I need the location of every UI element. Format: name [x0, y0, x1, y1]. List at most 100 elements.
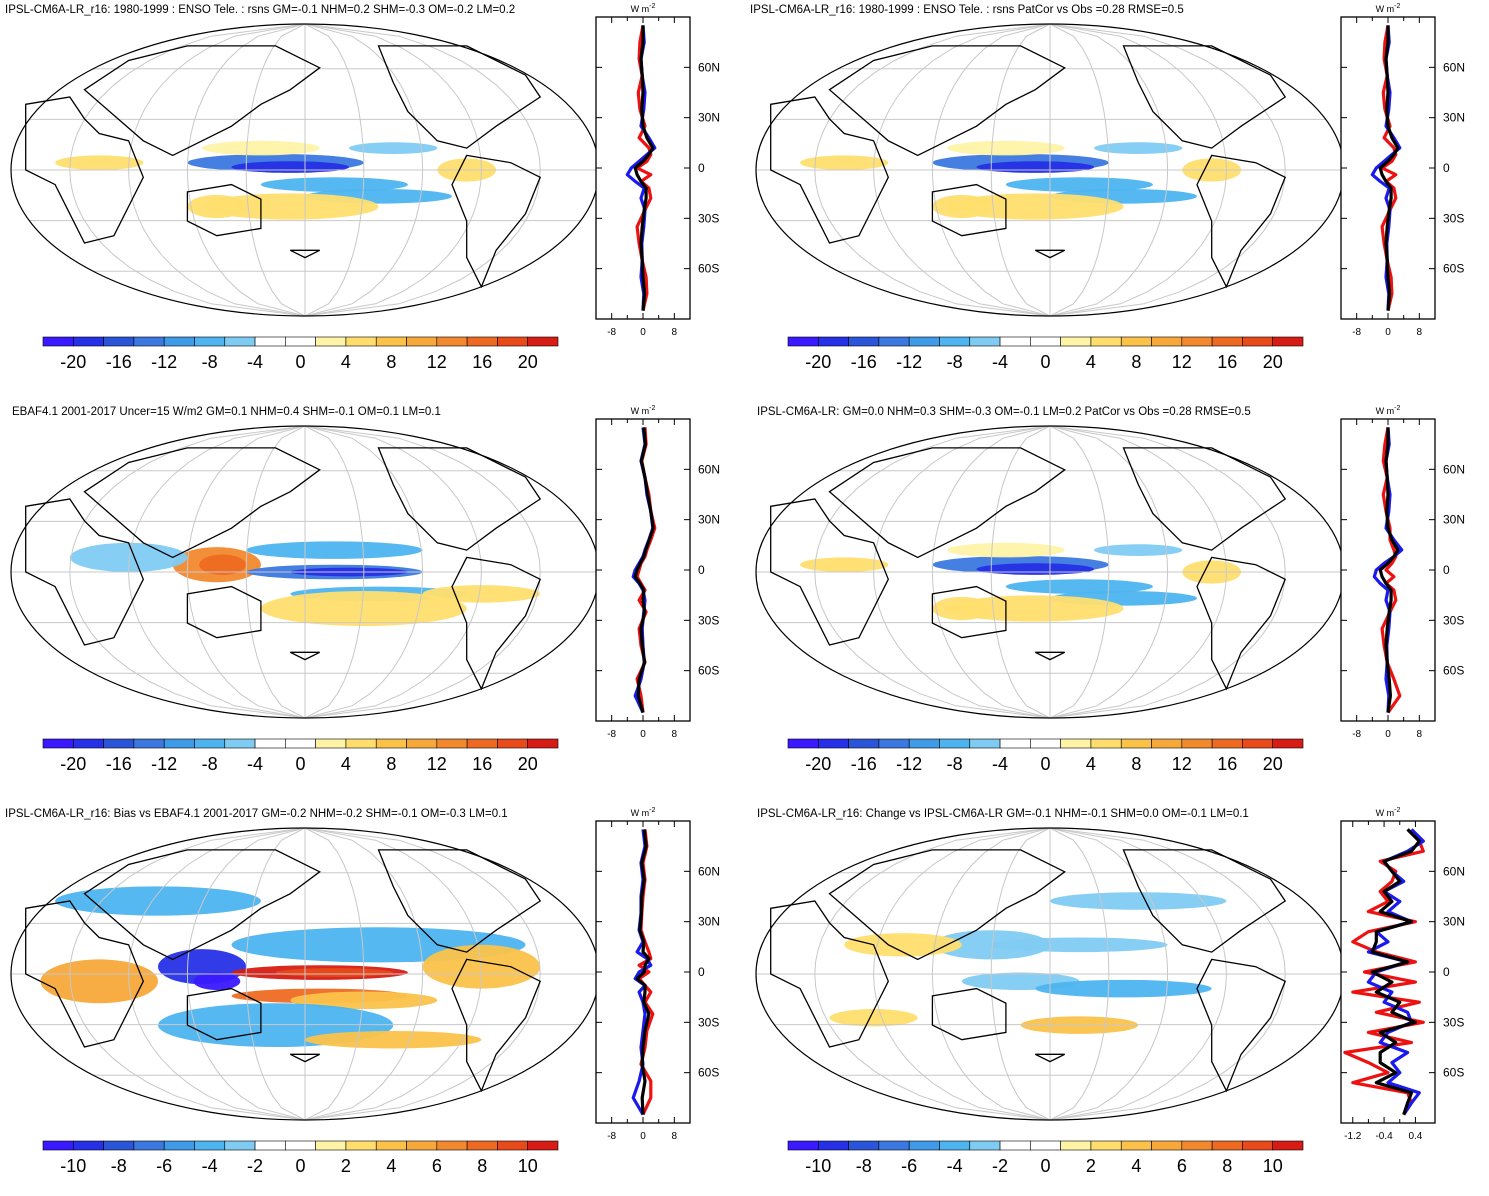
colorbar-tick-label: 8: [386, 754, 396, 774]
anomaly-patch: [422, 585, 541, 603]
colorbar-tick-label: 0: [1040, 1156, 1050, 1176]
zonal-units: W m-2: [631, 3, 656, 14]
colorbar-swatch: [787, 738, 819, 749]
colorbar-tick-label: 0: [295, 754, 305, 774]
landmass-outline: [828, 447, 1066, 559]
colorbar-tick-label: 8: [386, 352, 396, 372]
colorbar-tick-label: -4: [202, 1156, 218, 1176]
colorbar-swatch: [817, 1140, 849, 1151]
graticule: [756, 827, 1344, 1121]
colorbar-swatch: [254, 1140, 286, 1151]
colorbar-swatch: [194, 336, 226, 347]
zonal-ytick-label: 60S: [698, 262, 719, 276]
colorbar-swatch: [848, 1140, 880, 1151]
colorbar-tick-label: -10: [805, 1156, 831, 1176]
colorbar-swatch: [908, 336, 940, 347]
colorbar-swatch: [878, 336, 910, 347]
landmass-outline: [377, 447, 542, 551]
landmass-outline: [186, 987, 262, 1041]
colorbar-swatch: [72, 738, 104, 749]
zonal-ytick-label: 60S: [1443, 1066, 1464, 1080]
zonal-line-obs: [1343, 828, 1425, 1116]
zonal-xtick-label: 8: [672, 327, 678, 338]
colorbar-swatch: [163, 336, 195, 347]
landmass-outline: [1035, 651, 1065, 661]
panel-title: IPSL-CM6A-LR_r16: Bias vs EBAF4.1 2001-2…: [5, 808, 508, 820]
landmass-outline: [770, 96, 890, 244]
colorbar-swatch: [939, 336, 971, 347]
anomaly-patch: [290, 991, 438, 1010]
coastlines: [770, 45, 1287, 289]
colorbar-tick-label: 12: [1172, 352, 1192, 372]
panel-figure: IPSL-CM6A-LR_r16: Change vs IPSL-CM6A-LR…: [755, 807, 1465, 1176]
panel-title: IPSL-CM6A-LR_r16: 1980-1999 : ENSO Tele.…: [750, 4, 1184, 16]
colorbar-tick-label: -16: [851, 352, 877, 372]
anomaly-patch: [199, 554, 247, 575]
zonal-ytick-label: 30N: [1443, 915, 1465, 929]
colorbar-swatch: [466, 738, 498, 749]
zonal-ytick-label: 0: [698, 161, 705, 175]
colorbar-swatch: [1030, 738, 1061, 749]
zonal-units: W m-2: [1376, 807, 1401, 818]
colorbar-tick-label: 16: [472, 352, 492, 372]
colorbar-swatch: [1211, 738, 1243, 749]
colorbar-tick-label: -16: [851, 754, 877, 774]
zonal-xtick-label: -8: [607, 327, 616, 338]
colorbar-swatch: [436, 1140, 468, 1151]
landmass-outline: [828, 849, 1066, 961]
zonal-ytick-label: 60S: [698, 664, 719, 678]
panel-title: IPSL-CM6A-LR: GM=0.0 NHM=0.3 SHM=-0.3 OM…: [757, 406, 1251, 418]
colorbar-tick-label: -8: [202, 352, 218, 372]
colorbar-tick-label: 12: [427, 754, 447, 774]
anomaly-patch: [1005, 177, 1153, 192]
zonal-ytick-label: 0: [1443, 563, 1450, 577]
colorbar-tick-label: 8: [1131, 754, 1141, 774]
colorbar-tick-label: -8: [947, 754, 963, 774]
zonal-ytick-label: 30S: [698, 1015, 719, 1029]
zonal-xtick-label: -8: [1352, 729, 1361, 740]
panel-6: IPSL-CM6A-LR_r16: Change vs IPSL-CM6A-LR…: [745, 804, 1489, 1196]
anomaly-patch: [305, 1030, 482, 1049]
zonal-mean-plot: 60N 30N 0 30S 60S -8 0 8 W m-2: [595, 807, 720, 1142]
colorbar-swatch: [315, 738, 347, 749]
colorbar-swatch: [72, 1140, 104, 1151]
anomaly-patch: [1005, 579, 1153, 594]
colorbar-swatch: [939, 738, 971, 749]
panel-title: EBAF4.1 2001-2017 Uncer=15 W/m2 GM=0.1 N…: [12, 406, 441, 418]
colorbar-tick-label: -20: [805, 352, 831, 372]
anomaly-patch: [40, 959, 159, 1004]
colorbar-tick-label: -8: [202, 754, 218, 774]
colorbar-swatch: [133, 1140, 165, 1151]
zonal-line-mean: [633, 25, 655, 311]
colorbar-swatch: [1151, 336, 1183, 347]
colorbar-tick-label: 8: [477, 1156, 487, 1176]
zonal-units: W m-2: [631, 405, 656, 416]
colorbar-tick-label: 6: [432, 1156, 442, 1176]
anomaly-patch: [976, 563, 1095, 575]
zonal-units-exponent: -2: [649, 3, 655, 10]
colorbar-swatch: [436, 738, 468, 749]
zonal-ytick-label: 30N: [698, 111, 720, 125]
landmass-outline: [377, 45, 542, 149]
colorbar-swatch: [406, 336, 438, 347]
landmass-outline: [770, 900, 890, 1048]
colorbar-tick-label: -16: [106, 352, 132, 372]
coastlines: [25, 45, 542, 289]
anomaly-patch: [947, 193, 1124, 220]
colorbar-swatch: [315, 336, 347, 347]
landmass-outline: [931, 585, 1007, 639]
colorbar-swatch: [72, 336, 104, 347]
landmass-outline: [1122, 447, 1287, 551]
colorbar-tick-label: 4: [1086, 352, 1096, 372]
colorbar-swatch: [194, 1140, 226, 1151]
colorbar-tick-label: -20: [805, 754, 831, 774]
colorbar-swatch: [103, 1140, 135, 1151]
colorbar-swatch: [908, 738, 940, 749]
colorbar-tick-label: 4: [341, 352, 351, 372]
anomaly-patch: [844, 933, 962, 957]
colorbar-swatch: [1060, 1140, 1092, 1151]
colorbar-swatch: [1242, 336, 1274, 347]
colorbar-tick-label: -6: [156, 1156, 172, 1176]
colorbar-swatch: [1211, 336, 1243, 347]
colorbar-tick-label: 20: [518, 352, 538, 372]
